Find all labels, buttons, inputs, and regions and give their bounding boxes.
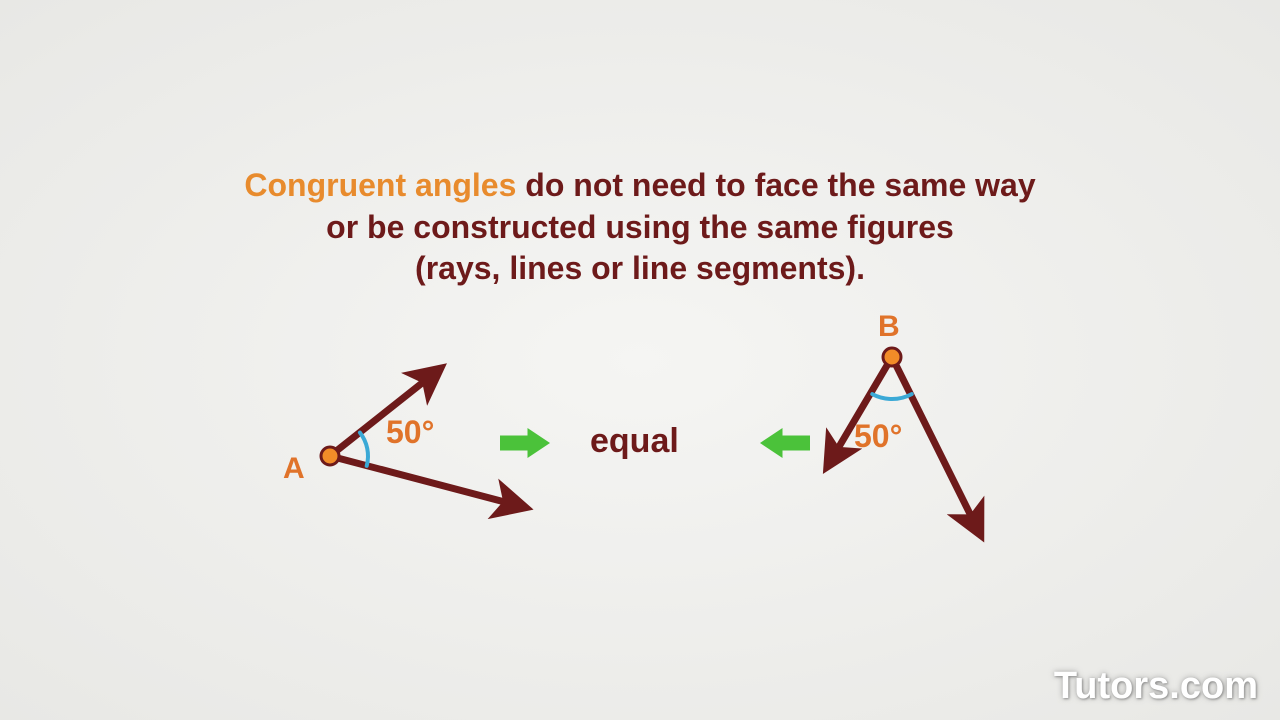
heading-line2: or be constructed using the same figures <box>326 209 954 245</box>
angle-a-value: 50° <box>386 414 434 451</box>
vertex-b-label: B <box>878 310 900 344</box>
heading-text: Congruent angles do not need to face the… <box>0 165 1280 290</box>
angle-b-value: 50° <box>854 418 902 455</box>
heading-line3: (rays, lines or line segments). <box>415 250 865 286</box>
equal-label: equal <box>590 422 679 461</box>
diagram-area: A 50° B 50° equal <box>0 310 1280 610</box>
watermark-text: Tutors.com <box>1054 665 1258 708</box>
heading-rest1: do not need to face the same way <box>516 167 1035 203</box>
heading-highlight: Congruent angles <box>244 167 516 203</box>
vertex-a-label: A <box>283 452 305 486</box>
